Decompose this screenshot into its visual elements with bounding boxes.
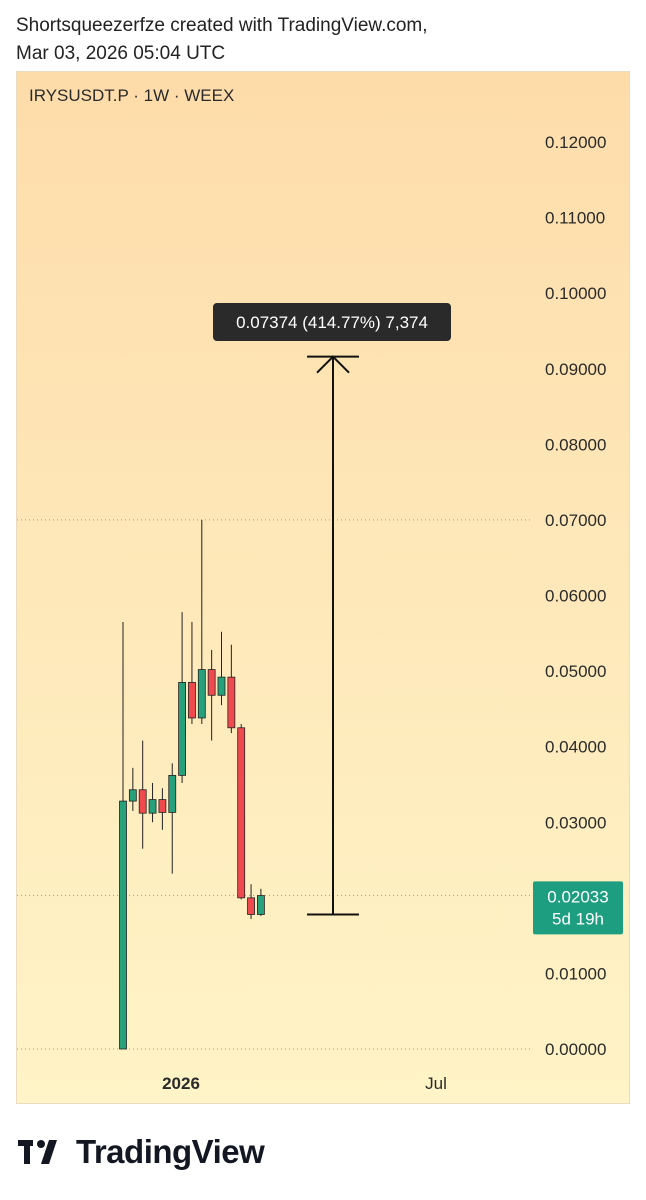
y-tick-label: 0.08000: [545, 435, 606, 454]
y-tick-label: 0.01000: [545, 964, 606, 983]
candle-body[interactable]: [188, 682, 196, 719]
candle-body[interactable]: [148, 799, 157, 814]
price-tag-countdown: 5d 19h: [552, 909, 604, 928]
y-tick-label: 0.06000: [545, 587, 606, 606]
y-tick-label: 0.10000: [545, 284, 606, 303]
measure-label-text: 0.07374 (414.77%) 7,374: [236, 313, 428, 332]
y-tick-label: 0.09000: [545, 360, 606, 379]
y-tick-label: 0.03000: [545, 813, 606, 832]
symbol-info: IRYSUSDT.P · 1W · WEEX: [29, 86, 235, 105]
candle-body[interactable]: [256, 895, 265, 915]
price-tag: [533, 881, 623, 935]
candle-body[interactable]: [207, 669, 216, 696]
candle-body[interactable]: [168, 774, 177, 813]
measure-arrowhead: [316, 355, 350, 374]
candle-body[interactable]: [138, 789, 147, 814]
y-tick-label: 0.00000: [545, 1040, 606, 1059]
candle-body[interactable]: [178, 682, 187, 776]
tradingview-logo-icon: [18, 1140, 57, 1164]
candle-body[interactable]: [217, 676, 226, 696]
candle-body[interactable]: [227, 676, 236, 729]
timestamp-line: Mar 03, 2026 05:04 UTC: [16, 43, 226, 64]
price-chart[interactable]: 0.12000 0.11000 0.10000 0.09000 0.08000 0.070…: [17, 72, 630, 1104]
candle-body[interactable]: [119, 800, 127, 1050]
candle-body[interactable]: [128, 789, 137, 802]
y-tick-label: 0.07000: [545, 511, 606, 530]
candle-body[interactable]: [247, 897, 255, 915]
candle-body[interactable]: [237, 727, 246, 899]
candle-body[interactable]: [158, 799, 167, 813]
author-line: Shortsqueezerfze created with TradingVie…: [16, 15, 428, 36]
price-tag-value: 0.02033: [547, 887, 608, 906]
chart-header: Shortsqueezerfze created with TradingVie…: [16, 12, 428, 68]
x-tick-label: Jul: [425, 1074, 447, 1093]
y-tick-label: 0.12000: [545, 133, 606, 152]
brand-footer: TradingView: [18, 1133, 265, 1171]
y-tick-label: 0.05000: [545, 662, 606, 681]
x-tick-label: 2026: [162, 1074, 200, 1093]
candle-body[interactable]: [197, 669, 206, 719]
y-tick-label: 0.11000: [545, 209, 605, 228]
measure-label-box: [213, 303, 451, 341]
chart-panel[interactable]: 0.12000 0.11000 0.10000 0.09000 0.08000 0.070…: [16, 71, 630, 1104]
y-tick-label: 0.04000: [545, 738, 606, 757]
brand-name: TradingView: [76, 1133, 265, 1170]
